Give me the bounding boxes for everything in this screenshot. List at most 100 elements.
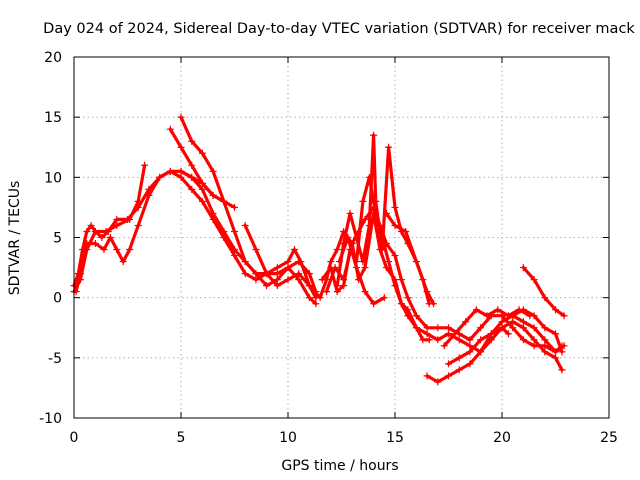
data-point — [134, 221, 142, 229]
data-point — [209, 167, 217, 175]
series-line — [168, 127, 237, 209]
data-point — [423, 330, 431, 338]
series-track-17 — [509, 312, 568, 356]
data-point — [504, 330, 512, 338]
x-tick-label: 5 — [177, 430, 186, 446]
series-track-15 — [445, 324, 512, 368]
data-point — [397, 300, 405, 308]
data-point — [412, 258, 420, 266]
data-point — [552, 330, 559, 338]
y-tick-label: 0 — [53, 291, 62, 307]
data-point — [177, 173, 185, 181]
data-point — [515, 306, 523, 314]
data-point — [91, 227, 99, 235]
data-point — [119, 258, 127, 266]
series-line — [243, 205, 564, 354]
data-point — [370, 209, 378, 217]
data-point — [487, 330, 495, 338]
data-point — [241, 258, 249, 266]
data-point — [284, 276, 292, 284]
data-point — [541, 342, 549, 350]
data-point — [323, 288, 331, 296]
data-point — [445, 360, 452, 368]
data-point — [541, 336, 549, 344]
data-point — [91, 240, 99, 248]
data-point — [198, 179, 206, 187]
data-point — [370, 300, 378, 308]
data-point — [333, 288, 341, 296]
data-point — [434, 324, 442, 332]
data-point — [552, 306, 559, 314]
series-track-16 — [519, 264, 568, 320]
y-tick-label: 15 — [44, 110, 62, 126]
data-point — [519, 318, 527, 326]
data-point — [391, 276, 399, 284]
data-point — [177, 113, 185, 121]
data-point — [445, 324, 452, 332]
data-point — [241, 270, 249, 278]
series-track-13 — [423, 306, 566, 386]
data-point — [361, 215, 369, 223]
data-point — [126, 246, 134, 254]
data-point — [263, 282, 271, 290]
data-point — [220, 197, 228, 205]
data-point — [541, 348, 549, 356]
data-point — [177, 167, 185, 175]
data-point — [359, 197, 367, 205]
x-axis-label: GPS time / hours — [281, 458, 398, 474]
data-point — [526, 312, 534, 320]
data-point — [380, 294, 388, 302]
data-point — [284, 258, 292, 266]
x-tick-label: 25 — [600, 430, 618, 446]
data-point — [295, 276, 303, 284]
data-point — [188, 137, 196, 145]
data-point — [378, 234, 386, 241]
data-point — [530, 276, 538, 284]
data-point — [466, 336, 474, 344]
data-point — [145, 191, 153, 199]
data-point — [166, 125, 174, 133]
data-point — [273, 282, 281, 290]
data-point — [335, 258, 343, 266]
data-point — [472, 306, 480, 314]
data-point — [477, 348, 485, 356]
data-point — [361, 264, 369, 272]
data-point — [423, 372, 431, 380]
data-point — [188, 173, 196, 181]
series-layer — [70, 113, 568, 386]
data-point — [455, 336, 463, 344]
data-point — [318, 276, 326, 284]
data-point — [346, 209, 354, 217]
data-point — [352, 264, 360, 272]
data-point — [404, 294, 412, 302]
data-point — [451, 330, 459, 338]
data-point — [558, 348, 566, 356]
y-tick-label: 10 — [44, 170, 62, 186]
data-point — [295, 258, 303, 266]
data-point — [412, 312, 420, 320]
series-track-8 — [333, 131, 433, 308]
data-point — [305, 270, 313, 278]
data-point — [231, 227, 238, 235]
series-track-11 — [335, 234, 388, 308]
data-point — [462, 318, 470, 326]
data-point — [98, 234, 106, 241]
data-point — [295, 270, 303, 278]
data-point — [126, 215, 134, 223]
data-point — [494, 306, 502, 314]
data-point — [541, 294, 549, 302]
series-line — [384, 211, 436, 306]
data-point — [445, 372, 452, 380]
series-track-5 — [177, 113, 320, 308]
chart-title: Day 024 of 2024, Sidereal Day-to-day VTE… — [43, 21, 635, 37]
data-point — [231, 252, 238, 260]
data-point — [83, 246, 91, 254]
data-point — [331, 264, 339, 272]
data-point — [102, 227, 110, 235]
data-point — [305, 294, 313, 302]
data-point — [177, 143, 185, 151]
series-line — [74, 169, 318, 300]
data-point — [509, 324, 517, 332]
data-point — [87, 221, 95, 229]
data-point — [402, 227, 410, 235]
